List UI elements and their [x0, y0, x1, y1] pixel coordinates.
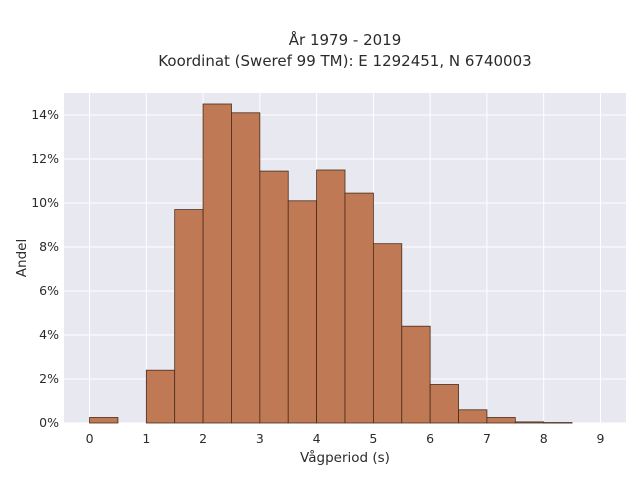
x-tick-label: 9 [596, 431, 604, 446]
x-tick-label: 3 [256, 431, 264, 446]
y-tick-label: 2% [39, 371, 59, 386]
y-tick-label: 12% [31, 151, 59, 166]
x-tick-label: 8 [540, 431, 548, 446]
y-tick-label: 10% [31, 195, 59, 210]
histogram-bar [202, 103, 232, 424]
y-axis-label: Andel [14, 239, 30, 277]
y-tick-label: 0% [39, 415, 59, 430]
histogram-bar [429, 384, 459, 424]
y-tick-label: 14% [31, 107, 59, 122]
histogram-bar [287, 200, 318, 424]
x-tick-label: 1 [142, 431, 150, 446]
histogram-bar [259, 170, 289, 424]
x-tick-label: 6 [426, 431, 434, 446]
x-tick-label: 0 [86, 431, 94, 446]
y-tick-label: 4% [39, 327, 59, 342]
histogram-bar [145, 369, 176, 424]
x-tick-label: 5 [369, 431, 377, 446]
x-axis-ticks: 0 1 2 3 4 5 6 7 8 9 [86, 431, 605, 446]
histogram-bar [543, 422, 573, 424]
histogram-bar [89, 417, 119, 424]
x-tick-label: 4 [313, 431, 321, 446]
y-tick-label: 6% [39, 283, 59, 298]
histogram-bar [458, 409, 488, 424]
histogram-bar [174, 209, 204, 424]
histogram-bar [401, 325, 431, 424]
x-tick-label: 7 [483, 431, 491, 446]
histogram-bar [231, 112, 261, 424]
histogram-bar [372, 243, 403, 424]
y-axis-ticks: 0% 2% 4% 6% 8% 10% 12% 14% [31, 107, 59, 430]
x-tick-label: 2 [199, 431, 207, 446]
chart-title-line-2: Koordinat (Sweref 99 TM): E 1292451, N 6… [158, 52, 531, 70]
y-tick-label: 8% [39, 239, 59, 254]
histogram-bar [344, 192, 374, 424]
histogram-bar [316, 169, 346, 424]
histogram-bar [486, 417, 516, 424]
bars-group [89, 103, 573, 424]
histogram-bar [514, 421, 545, 424]
chart-title-line-1: År 1979 - 2019 [289, 30, 402, 49]
x-axis-label: Vågperiod (s) [300, 449, 390, 466]
